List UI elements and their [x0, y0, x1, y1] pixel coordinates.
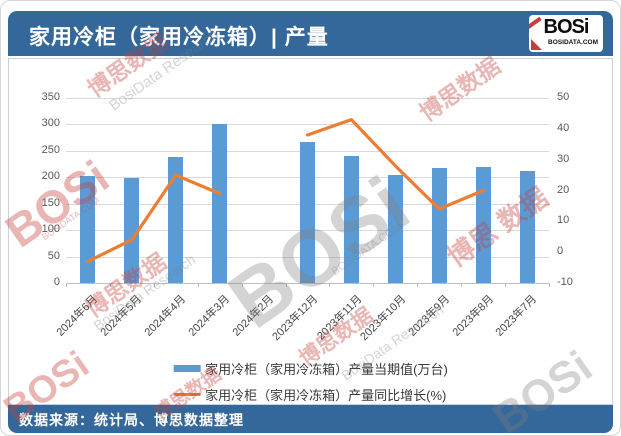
x-axis-label: 2023年7月: [493, 293, 540, 339]
legend-item: 家用冷柜（家用冷冻箱）产量同比增长(%): [173, 385, 448, 404]
x-axis-tick: [197, 283, 199, 287]
x-axis-tick: [505, 283, 507, 287]
logo-domain-text: BOSIDATA.COM: [548, 39, 598, 46]
x-axis-label: 2023年9月: [406, 293, 452, 339]
y-axis-label-right: 30: [557, 152, 570, 165]
bar: [300, 141, 315, 283]
legend-item: 家用冷柜（家用冷冻箱）产量当期值(万台): [173, 359, 448, 378]
y-axis-label-right: 40: [557, 121, 570, 134]
source-bar: 数据来源：统计局、博思数据整理: [8, 405, 613, 433]
x-axis-tick: [373, 283, 375, 287]
y-axis-label-left: 0: [53, 276, 60, 288]
y-axis-label-right: 0: [557, 245, 564, 258]
x-axis-tick: [549, 283, 550, 287]
x-axis-tick: [241, 283, 243, 287]
gridline: [66, 124, 549, 126]
x-axis-tick: [285, 283, 287, 287]
legend-label: 家用冷柜（家用冷冻箱）产量当期值(万台): [205, 362, 448, 377]
legend-label: 家用冷柜（家用冷冻箱）产量同比增长(%): [205, 388, 447, 403]
y-axis-label-right: 10: [557, 214, 570, 227]
y-axis-label-right: 20: [557, 183, 570, 196]
chart-title: 家用冷柜（家用冷冻箱）| 产量: [29, 26, 329, 49]
legend-line-swatch-icon: [173, 393, 201, 396]
x-axis-label: 2024年3月: [186, 293, 233, 339]
x-axis-line: [66, 283, 549, 284]
y-axis-label-left: 50: [47, 249, 60, 262]
x-axis-label: 2023年8月: [450, 293, 496, 339]
y-axis-label-left: 300: [41, 117, 60, 130]
x-axis-tick: [461, 283, 463, 287]
x-axis-label: 2023年11月: [314, 293, 365, 343]
x-axis-label: 2024年6月: [54, 293, 101, 339]
bar: [212, 124, 228, 283]
y-axis-label-left: 350: [41, 91, 60, 103]
y-axis-label-right: 50: [557, 91, 570, 103]
y-axis-label-left: 250: [41, 143, 60, 156]
bar: [519, 170, 535, 283]
x-axis-tick: [109, 283, 111, 287]
x-axis-tick: [153, 283, 155, 287]
x-axis-label: 2024年5月: [98, 293, 145, 339]
legend-bar-swatch-icon: [173, 365, 201, 372]
bosi-logo: BOSi BOSIDATA.COM: [529, 15, 603, 52]
gridline: [66, 98, 549, 99]
x-axis-tick: [329, 283, 331, 287]
y-axis-label-left: 150: [41, 196, 60, 209]
x-axis-tick: [417, 283, 419, 287]
bar: [431, 168, 447, 283]
bar: [387, 174, 403, 283]
x-axis-label: 2023年12月: [270, 293, 321, 344]
x-axis-tick: [66, 283, 67, 287]
source-text: 数据来源：统计局、博思数据整理: [19, 412, 244, 428]
legend: 家用冷柜（家用冷冻箱）产量当期值(万台) 家用冷柜（家用冷冻箱）产量同比增长(%): [173, 359, 448, 404]
chart-header: 家用冷柜（家用冷冻箱）| 产量 BOSi BOSIDATA.COM: [8, 11, 613, 56]
bar: [475, 166, 491, 283]
x-axis-label: 2024年4月: [142, 293, 189, 339]
y-axis-label-left: 200: [41, 170, 60, 183]
y-axis-label-left: 100: [41, 223, 60, 236]
bar: [80, 176, 96, 283]
logo-accent-triangle-icon: [531, 39, 542, 50]
logo-wordmark: BOSi: [543, 16, 590, 38]
bar: [168, 156, 184, 283]
x-axis-label: 2023年10月: [357, 293, 408, 344]
bar: [343, 156, 359, 283]
bar: [124, 178, 140, 283]
y-axis-label-right: -10: [557, 276, 573, 288]
